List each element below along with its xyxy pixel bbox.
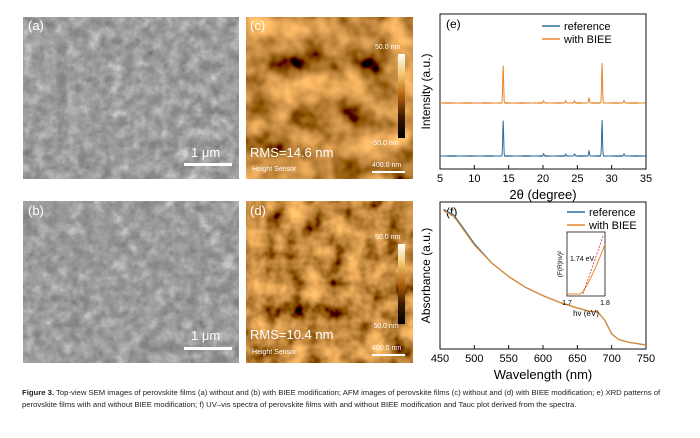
colorbar-c: [398, 54, 405, 138]
series-line-with-biee: [443, 210, 647, 346]
legend-label: with BIEE: [563, 34, 612, 46]
scale-bar-label-a: 1 μm: [191, 145, 221, 160]
afm-image-d: [246, 201, 413, 363]
legend-label: reference: [589, 207, 635, 219]
legend-label: reference: [564, 21, 610, 33]
inset-x-tick-label: 1.8: [600, 300, 610, 307]
panel-label-a: (a): [28, 18, 44, 33]
x-tick-label: 650: [568, 353, 586, 365]
scale-bar-a: [184, 163, 232, 166]
x-axis-label: 2θ (degree): [509, 187, 576, 202]
series-line-with-biee: [440, 62, 646, 105]
rms-label-d: RMS=10.4 nm: [250, 327, 334, 342]
plot-frame: [439, 13, 647, 170]
x-tick-label: 750: [637, 353, 655, 365]
inset-x-tick-label: 1.7: [562, 300, 572, 307]
panel-label-d: (d): [250, 203, 266, 218]
panel-label: (f): [446, 205, 457, 219]
figure-caption: Figure 3. Top-view SEM images of perovsk…: [22, 387, 682, 411]
x-tick-label: 500: [465, 353, 483, 365]
panel-label-c: (c): [250, 18, 266, 33]
x-tick-label: 450: [431, 353, 449, 365]
scale-bar-label-b: 1 μm: [191, 328, 221, 343]
colorbar-bottom-label-c: -50.0 nm: [371, 140, 399, 147]
inset-y-axis-label: (F(R)hν)²: [557, 250, 564, 277]
x-tick-label: 35: [640, 173, 652, 185]
x-tick-label: 15: [503, 173, 515, 185]
xrd-chart-svg: 5 10 15 20 25 30 35 2θ (degree) Intensity (a.u.)…: [419, 13, 652, 202]
colorbar-d: [398, 244, 405, 324]
uvvis-chart-svg: 450 500 550 600 650 700 750 Wavelength (nm) Abso…: [419, 201, 655, 382]
uvvis-chart-f: 450 500 550 600 650 700 750 Wavelength (nm) Abso…: [419, 198, 682, 388]
scale-bar-c: [372, 171, 405, 173]
inset-annotation: 1.74 eV: [570, 256, 594, 263]
y-axis-label: Absorbance (a.u.): [419, 228, 433, 323]
x-tick-label: 5: [437, 173, 443, 185]
colorbar-top-label-d: 50.0 nm: [375, 234, 401, 241]
x-tick-label: 30: [606, 173, 618, 185]
scale-bar-label-d: 400.0 nm: [372, 345, 402, 352]
inset-frame: [566, 231, 606, 297]
scale-bar-b: [184, 347, 232, 350]
caption-text: Top-view SEM images of perovskite films …: [22, 388, 661, 409]
colorbar-bottom-label-d: -50.0 nm: [371, 323, 399, 330]
colorbar-top-label-c: 50.0 nm: [375, 44, 401, 51]
x-axis-label: Wavelength (nm): [494, 367, 593, 382]
sensor-label-d: Height Sensor: [252, 349, 297, 356]
sem-image-b: [23, 201, 239, 363]
panel-label: (e): [446, 17, 461, 31]
x-tick-label: 25: [571, 173, 583, 185]
sensor-label-c: Height Sensor: [252, 166, 297, 173]
x-tick-label: 20: [537, 173, 549, 185]
sem-image-a: [23, 17, 239, 179]
inset-curve: [567, 244, 606, 295]
x-tick-label: 600: [534, 353, 552, 365]
scale-bar-d: [372, 354, 405, 356]
afm-image-c: [246, 17, 413, 179]
legend-label: with BIEE: [588, 220, 637, 232]
panel-label-b: (b): [28, 203, 44, 218]
inset-x-axis-label: hν (eV): [573, 309, 599, 318]
series-line-reference: [439, 120, 646, 158]
x-tick-label: 700: [602, 353, 620, 365]
scale-bar-label-c: 400.0 nm: [372, 162, 402, 169]
xrd-chart-e: 5 10 15 20 25 30 35 2θ (degree) Intensity (a.u.)…: [419, 10, 682, 202]
y-axis-label: Intensity (a.u.): [419, 53, 433, 129]
rms-label-c: RMS=14.6 nm: [250, 145, 334, 160]
x-tick-label: 10: [468, 173, 480, 185]
x-tick-label: 550: [499, 353, 517, 365]
figure-label: Figure 3.: [22, 388, 55, 397]
